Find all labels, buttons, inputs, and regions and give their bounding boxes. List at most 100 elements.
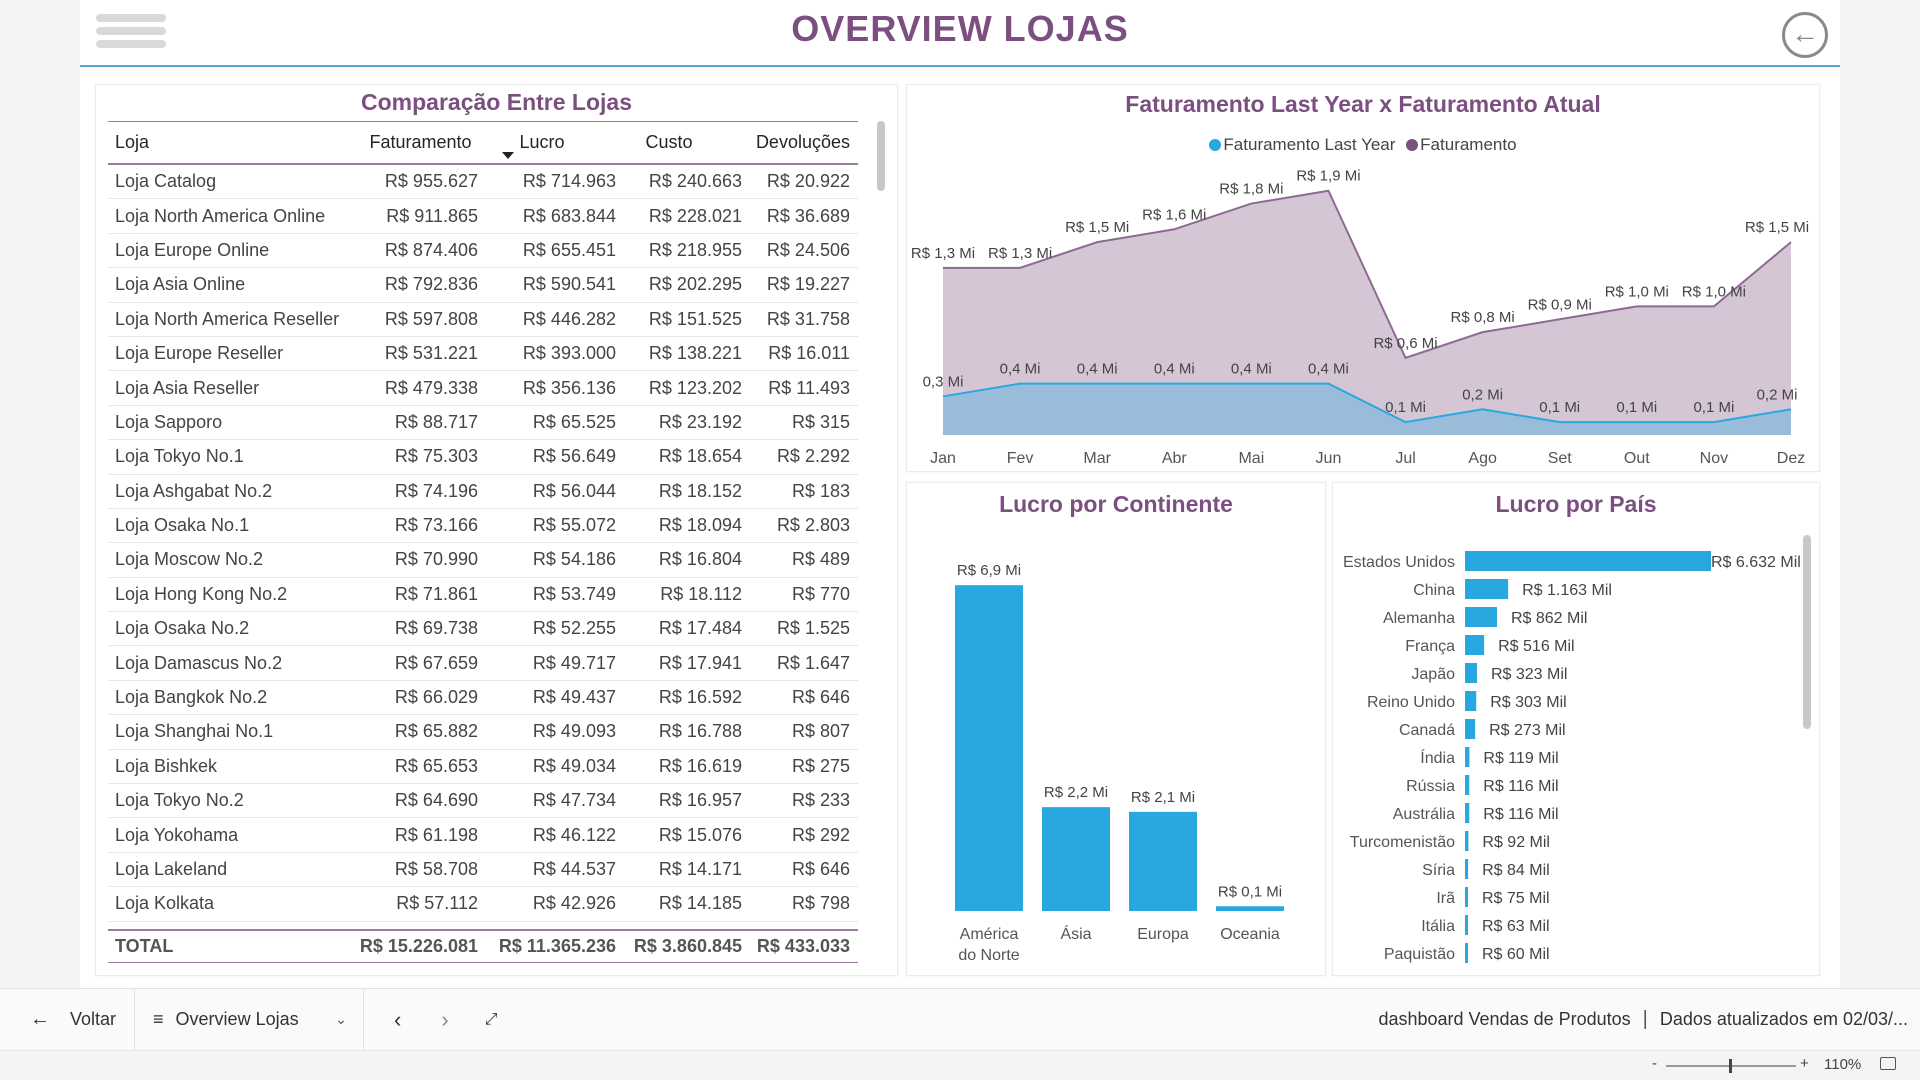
country-chart-scrollbar[interactable]	[1803, 535, 1811, 729]
back-button[interactable]: ← Voltar	[0, 989, 134, 1051]
profit-by-country-chart: Estados Unidos R$ 6.632 Mil China R$ 1.163 …	[1332, 482, 1820, 976]
column-header-custo[interactable]: Custo	[645, 132, 693, 152]
x-tick-label: Mar	[1083, 450, 1111, 467]
data-label: R$ 119 Mil	[1483, 750, 1558, 767]
legend-label-current[interactable]: Faturamento	[1420, 135, 1517, 154]
zoom-slider-thumb[interactable]	[1729, 1059, 1732, 1073]
table-row[interactable]: Loja Damascus No.2 R$ 67.659 R$ 49.717 R$ 1…	[108, 646, 858, 681]
devolucoes-cell: R$ 489	[791, 549, 850, 570]
data-label: R$ 516 Mil	[1498, 638, 1574, 655]
zoom-in-button[interactable]: +	[1800, 1055, 1809, 1072]
table-row[interactable]: Loja Tokyo No.2 R$ 64.690 R$ 47.734 R$ 16.9…	[108, 784, 858, 819]
table-row[interactable]: Loja Osaka No.1 R$ 73.166 R$ 55.072 R$ 18.0…	[108, 509, 858, 544]
total-devolucoes: R$ 433.033	[756, 936, 850, 956]
devolucoes-cell: R$ 770	[791, 583, 850, 604]
data-label: R$ 0,1 Mi	[1218, 883, 1282, 900]
bar	[1465, 551, 1711, 571]
table-row[interactable]: Loja Asia Online R$ 792.836 R$ 590.541 R$ 2…	[108, 268, 858, 303]
store-name: Loja Asia Online	[115, 274, 246, 295]
menu-icon[interactable]	[96, 14, 166, 56]
data-label: 0,4 Mi	[1000, 361, 1041, 378]
column-header-loja[interactable]: Loja	[115, 132, 150, 152]
zoom-out-button[interactable]: -	[1652, 1055, 1657, 1072]
chevron-right-icon: ›	[441, 1006, 449, 1032]
data-label: R$ 1,0 Mi	[1605, 283, 1669, 300]
y-tick-label: Austrália	[1393, 806, 1455, 823]
next-page-button[interactable]: ›	[421, 989, 468, 1051]
revenue-area-chart: 0,3 Mi 0,4 Mi 0,4 Mi 0,4 Mi 0,4 Mi 0,4 Mi 0,1 …	[906, 84, 1820, 472]
table-row[interactable]: Loja Hong Kong No.2 R$ 71.861 R$ 53.749 R$ …	[108, 578, 858, 613]
bar	[1465, 943, 1468, 963]
custo-cell: R$ 23.192	[658, 411, 742, 432]
table-row[interactable]: Loja North America Online R$ 911.865 R$ 68…	[108, 199, 858, 234]
area-line-last-year	[942, 382, 1792, 424]
faturamento-cell: R$ 955.627	[384, 171, 478, 192]
table-row[interactable]: Loja Yokohama R$ 61.198 R$ 46.122 R$ 15.076…	[108, 818, 858, 853]
y-tick-label: Reino Unido	[1367, 694, 1455, 711]
data-label: 0,1 Mi	[1693, 399, 1734, 416]
area-chart-legend: Faturamento Last Year Faturamento	[907, 135, 1819, 155]
data-label: R$ 2,1 Mi	[1131, 789, 1195, 806]
data-label: R$ 0,6 Mi	[1373, 335, 1437, 352]
table-row[interactable]: Loja Osaka No.2 R$ 69.738 R$ 52.255 R$ 17.4…	[108, 612, 858, 647]
x-tick-label: Mai	[1238, 450, 1264, 467]
faturamento-cell: R$ 597.808	[384, 308, 478, 329]
devolucoes-cell: R$ 16.011	[768, 343, 850, 364]
y-tick-label: França	[1405, 638, 1455, 655]
legend-label-last-year[interactable]: Faturamento Last Year	[1223, 135, 1396, 154]
store-name: Loja Bishkek	[115, 755, 218, 776]
faturamento-cell: R$ 73.166	[394, 515, 478, 536]
faturamento-cell: R$ 67.659	[394, 652, 478, 673]
divider	[134, 988, 136, 1051]
table-row[interactable]: Loja Ashgabat No.2 R$ 74.196 R$ 56.044 R$ 1…	[108, 475, 858, 509]
y-tick-label: Turcomenistão	[1350, 834, 1455, 851]
data-label: R$ 1,8 Mi	[1219, 181, 1283, 198]
faturamento-cell: R$ 69.738	[394, 618, 478, 639]
table-row[interactable]: Loja Catalog R$ 955.627 R$ 714.963 R$ 240.6…	[108, 165, 858, 200]
y-tick-label: Canadá	[1399, 722, 1455, 739]
column-header-faturamento[interactable]: Faturamento	[369, 132, 472, 152]
table-header-row: Loja Faturamento Lucro Custo Devoluções	[108, 121, 858, 165]
table-row[interactable]: Loja Tokyo No.1 R$ 75.303 R$ 56.649 R$ 18.6…	[108, 440, 858, 475]
table-row[interactable]: Loja Europe Online R$ 874.406 R$ 655.451 R$…	[108, 234, 858, 269]
custo-cell: R$ 16.619	[658, 755, 742, 776]
table-row[interactable]: Loja Bishkek R$ 65.653 R$ 49.034 R$ 16.619 R…	[108, 750, 858, 785]
custo-cell: R$ 151.525	[648, 308, 742, 329]
table-row[interactable]: Loja Bangkok No.2 R$ 66.029 R$ 49.437 R$ 16…	[108, 681, 858, 716]
divider	[363, 988, 365, 1051]
fullscreen-button[interactable]: ⤢	[469, 989, 518, 1051]
data-label: 0,4 Mi	[1231, 361, 1272, 378]
lucro-cell: R$ 683.844	[522, 205, 616, 226]
fit-to-page-icon[interactable]	[1880, 1057, 1896, 1070]
bar	[1465, 859, 1469, 879]
table-row[interactable]: Loja Lakeland R$ 58.708 R$ 44.537 R$ 14.171…	[108, 853, 858, 888]
back-arrow-icon[interactable]: ←	[1782, 12, 1828, 58]
faturamento-cell: R$ 874.406	[384, 239, 478, 260]
table-rows: Loja Catalog R$ 955.627 R$ 714.963 R$ 240.6…	[108, 165, 858, 922]
previous-page-button[interactable]: ‹	[364, 989, 421, 1051]
lucro-cell: R$ 52.255	[532, 618, 616, 639]
table-row[interactable]: Loja North America Reseller R$ 597.808 R$ …	[108, 303, 858, 337]
y-tick-label: Estados Unidos	[1343, 554, 1455, 571]
column-header-devolucoes[interactable]: Devoluções	[755, 132, 850, 152]
custo-cell: R$ 138.221	[648, 343, 742, 364]
custo-cell: R$ 202.295	[648, 274, 742, 295]
report-navigation-bar: ← Voltar ≡ Overview Lojas ⌄ ‹ › ⤢ dashbo…	[0, 988, 1920, 1051]
table-row[interactable]: Loja Shanghai No.1 R$ 65.882 R$ 49.093 R$ 1…	[108, 715, 858, 750]
table-row[interactable]: Loja Moscow No.2 R$ 70.990 R$ 54.186 R$ 16.…	[108, 543, 858, 578]
data-label: R$ 303 Mil	[1490, 694, 1566, 711]
column-header-lucro[interactable]: Lucro	[519, 132, 565, 152]
chevron-down-icon: ⌄	[335, 1011, 348, 1027]
table-scrollbar[interactable]	[877, 121, 885, 191]
table-row[interactable]: Loja Kolkata R$ 57.112 R$ 42.926 R$ 14.185 R…	[108, 887, 858, 922]
total-faturamento: R$ 15.226.081	[359, 936, 478, 956]
table-row[interactable]: Loja Asia Reseller R$ 479.338 R$ 356.136 R$…	[108, 371, 858, 406]
page-selector-label: Overview Lojas	[175, 1009, 299, 1029]
table-row[interactable]: Loja Sapporo R$ 88.717 R$ 65.525 R$ 23.192 R…	[108, 406, 858, 441]
store-name: Loja Lakeland	[115, 859, 228, 879]
page-selector[interactable]: ≡ Overview Lojas ⌄	[135, 989, 363, 1051]
data-label: R$ 92 Mil	[1482, 834, 1550, 851]
total-lucro: R$ 11.365.236	[498, 936, 616, 956]
table-row[interactable]: Loja Europe Reseller R$ 531.221 R$ 393.000…	[108, 337, 858, 372]
data-label: R$ 1.163 Mil	[1522, 582, 1612, 599]
